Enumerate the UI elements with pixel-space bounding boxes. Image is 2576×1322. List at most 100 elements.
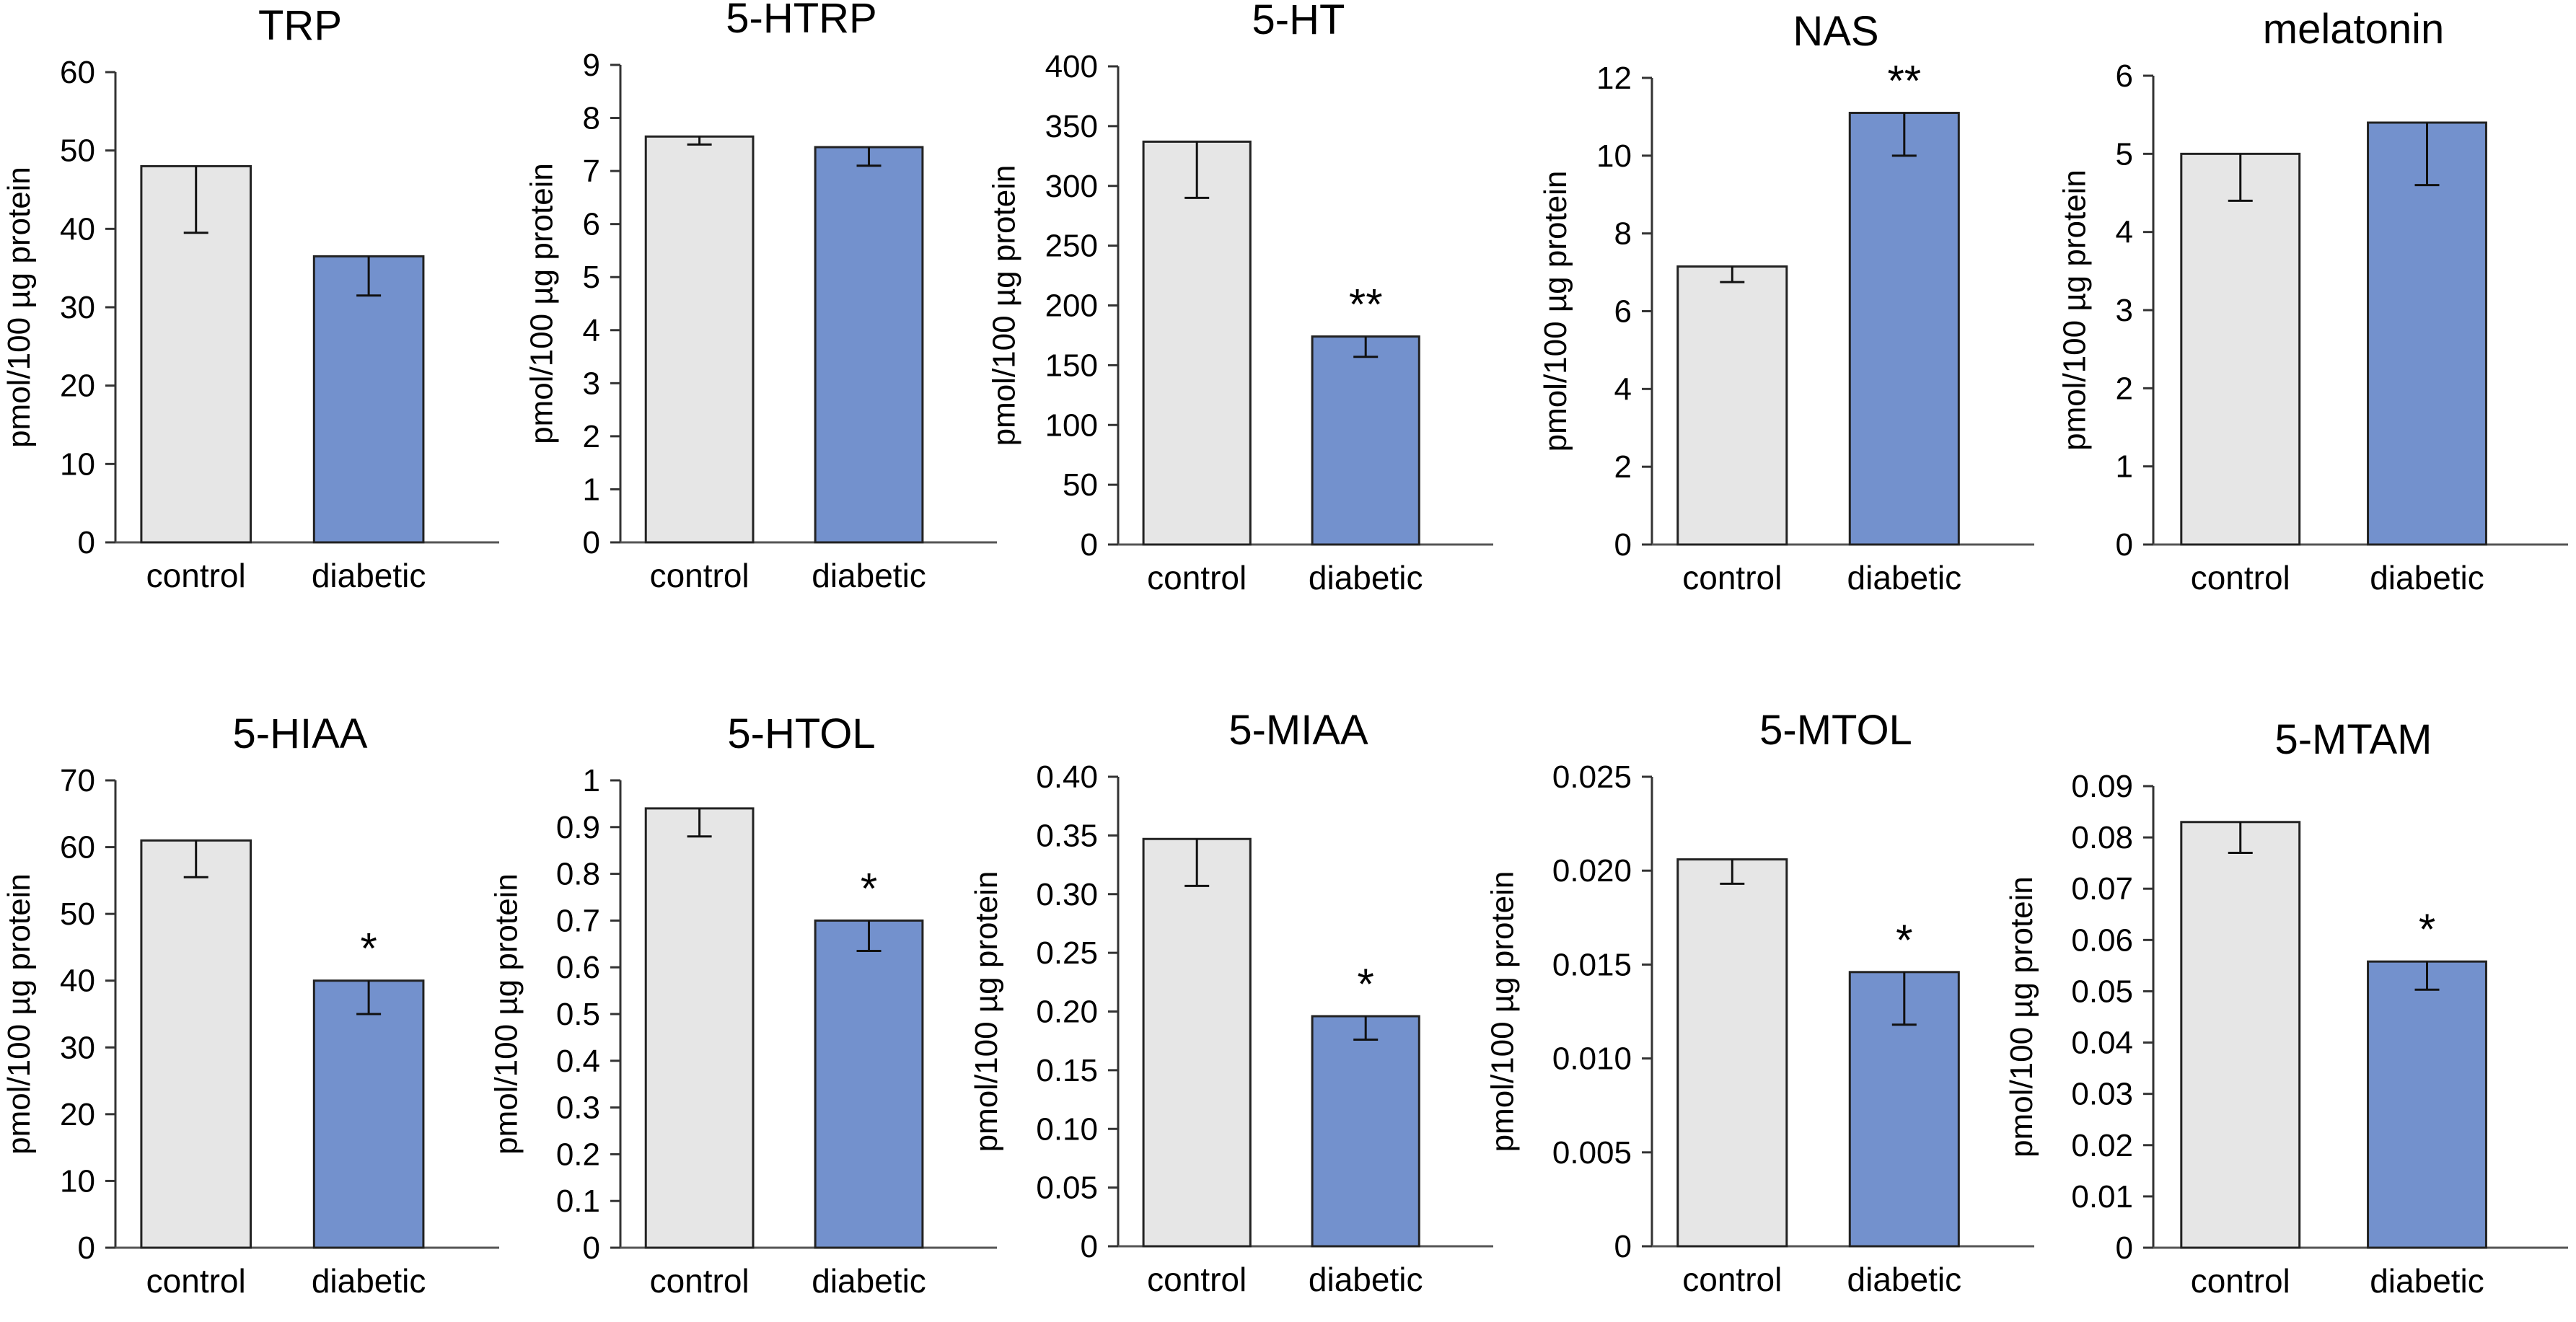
y-tick-label: 2 [2116, 371, 2133, 406]
y-tick-label: 100 [1045, 407, 1098, 443]
y-tick-label: 60 [60, 830, 95, 865]
chart-panel-1: TRP 0 10 20 30 40 50 60 pmol/100 µg protein contr… [1, 2, 499, 594]
y-tick-label: 6 [2116, 58, 2133, 94]
y-tick-label: 0 [1081, 1229, 1098, 1264]
y-tick-label: 0.010 [1552, 1041, 1632, 1077]
y-tick-label: 0.3 [556, 1090, 600, 1126]
y-tick-label: 0.25 [1036, 935, 1098, 971]
y-tick-label: 40 [60, 964, 95, 999]
y-tick-label: 0.07 [2071, 871, 2133, 907]
y-tick-label: 50 [1063, 467, 1098, 503]
y-tick-label: 0.06 [2071, 922, 2133, 958]
x-category-label: diabetic [812, 1262, 926, 1300]
bar-diabetic [312, 255, 425, 544]
chart-title: 5-HIAA [233, 710, 368, 757]
y-tick-label: 0.6 [556, 950, 600, 985]
y-axis-label: pmol/100 µg protein [1, 167, 37, 448]
chart-panel-10: 5-MTAM 0 0.01 0.02 0.03 0.04 0.05 0.06 0.07 0.08 0… [2004, 716, 2568, 1300]
chart-panel-7: 5-HTOL 0 0.1 0.2 0.3 0.4 0.5 0.6 0.7 0.8 0.9 1 pmol/… [489, 710, 997, 1300]
bar-control [1676, 265, 1788, 546]
y-tick-label: 0.005 [1552, 1135, 1632, 1171]
y-tick-label: 4 [2116, 215, 2133, 250]
y-tick-label: 0 [2116, 527, 2133, 563]
y-axis-label: pmol/100 µg protein [1538, 171, 1573, 452]
chart-panel-2: 5-HTRP 0 1 2 3 4 5 6 7 8 9 pmol/100 µg protein contr… [524, 0, 997, 594]
bar-diabetic [1311, 335, 1420, 546]
x-category-label: control [2191, 1262, 2290, 1300]
y-tick-label: 0.30 [1036, 877, 1098, 912]
significance-marker: * [1896, 916, 1912, 964]
chart-title: NAS [1793, 8, 1878, 55]
y-tick-label: 6 [583, 207, 600, 242]
x-category-label: diabetic [312, 1262, 426, 1300]
x-category-label: control [1147, 1261, 1247, 1298]
y-tick-label: 0 [583, 1230, 600, 1266]
y-tick-label: 350 [1045, 109, 1098, 144]
y-tick-label: 0 [78, 525, 95, 560]
y-tick-label: 0.020 [1552, 853, 1632, 889]
significance-marker: * [1358, 960, 1374, 1008]
x-category-label: diabetic [2370, 1262, 2484, 1300]
y-tick-label: 0.10 [1036, 1111, 1098, 1147]
chart-title: 5-MIAA [1228, 707, 1368, 754]
x-category-label: control [2191, 559, 2290, 596]
y-tick-label: 0 [78, 1230, 95, 1266]
x-category-label: control [1682, 559, 1782, 596]
y-tick-label: 0.5 [556, 997, 600, 1032]
y-tick-label: 0.20 [1036, 995, 1098, 1030]
y-tick-label: 0 [1081, 527, 1098, 563]
y-tick-label: 0.40 [1036, 759, 1098, 795]
y-tick-label: 3 [2116, 293, 2133, 328]
bar-diabetic [1848, 112, 1960, 546]
x-category-label: diabetic [2370, 559, 2484, 596]
y-tick-label: 0 [2116, 1230, 2133, 1266]
y-axis-label: pmol/100 µg protein [2004, 876, 2039, 1158]
bar-control [1142, 140, 1252, 546]
y-tick-label: 8 [583, 101, 600, 136]
y-tick-label: 0.03 [2071, 1077, 2133, 1112]
y-tick-label: 5 [583, 260, 600, 295]
y-tick-label: 200 [1045, 288, 1098, 324]
x-category-label: diabetic [1309, 559, 1423, 596]
x-category-label: diabetic [812, 557, 926, 594]
y-tick-label: 5 [2116, 136, 2133, 172]
y-tick-label: 40 [60, 211, 95, 247]
chart-panel-6: 5-HIAA 0 10 20 30 40 50 60 70 pmol/100 µg protein… [1, 710, 499, 1300]
chart-title: 5-MTOL [1759, 707, 1912, 754]
chart-panel-4: NAS 0 2 4 6 8 10 12 pmol/100 µg protein control **… [1538, 8, 2034, 596]
y-tick-label: 0.2 [556, 1137, 600, 1172]
y-tick-label: 1 [2116, 449, 2133, 485]
bar-control [2180, 821, 2301, 1249]
significance-marker: * [360, 925, 377, 973]
chart-panel-8: 5-MIAA 0 0.05 0.10 0.15 0.20 0.25 0.30 0.35 0.40 p… [969, 707, 1493, 1298]
x-category-label: diabetic [1847, 1261, 1962, 1298]
y-tick-label: 0.7 [556, 903, 600, 938]
y-axis-label: pmol/100 µg protein [489, 873, 524, 1155]
y-tick-label: 9 [583, 48, 600, 83]
y-tick-label: 4 [583, 313, 600, 348]
y-tick-label: 0.4 [556, 1044, 600, 1079]
y-tick-label: 30 [60, 290, 95, 325]
bar-diabetic [1311, 1015, 1420, 1248]
chart-title: 5-HT [1252, 0, 1345, 43]
y-tick-label: 0.9 [556, 810, 600, 845]
x-category-label: control [650, 557, 749, 594]
x-category-label: control [1682, 1261, 1782, 1298]
y-tick-label: 0.02 [2071, 1128, 2133, 1163]
x-category-label: control [1147, 559, 1247, 596]
chart-title: melatonin [2263, 6, 2444, 53]
y-tick-label: 1 [583, 763, 600, 798]
significance-marker: ** [1887, 57, 1921, 105]
y-tick-label: 30 [60, 1030, 95, 1065]
y-axis-label: pmol/100 µg protein [1, 873, 37, 1155]
y-tick-label: 0.015 [1552, 947, 1632, 982]
chart-title: 5-MTAM [2274, 716, 2432, 763]
bar-control [644, 135, 755, 544]
y-tick-label: 0.35 [1036, 818, 1098, 853]
y-axis-label: pmol/100 µg protein [2057, 169, 2093, 451]
y-tick-label: 0.01 [2071, 1179, 2133, 1215]
significance-marker: * [2419, 905, 2435, 953]
x-category-label: control [146, 1262, 246, 1300]
bar-control [1142, 837, 1252, 1248]
y-tick-label: 20 [60, 1097, 95, 1132]
